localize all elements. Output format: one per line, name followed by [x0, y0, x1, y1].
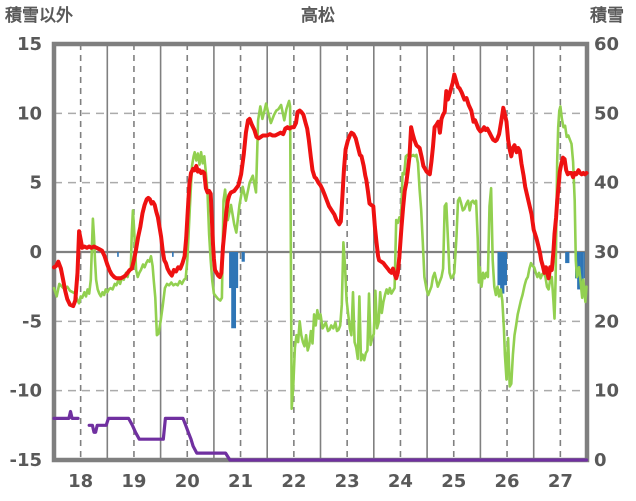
blue-bars-bar — [497, 252, 501, 286]
blue-bars-bar — [580, 252, 584, 283]
y-left-tick-label: -15 — [9, 450, 42, 471]
y-left-tick-label: -10 — [9, 381, 42, 402]
x-tick-label: 26 — [495, 471, 520, 492]
y-left-tick-label: 10 — [17, 103, 42, 124]
y-left-tick-label: 5 — [29, 173, 42, 194]
blue-bars-bar — [503, 252, 508, 286]
y-right-tick-label: 10 — [594, 381, 619, 402]
x-tick-label: 25 — [441, 471, 466, 492]
x-tick-label: 22 — [281, 471, 306, 492]
x-tick-label: 27 — [548, 471, 573, 492]
x-tick-label: 24 — [388, 471, 413, 492]
x-tick-label: 20 — [175, 471, 200, 492]
blue-bars-bar — [172, 252, 174, 257]
y-right-tick-label: 50 — [594, 103, 619, 124]
blue-bars-bar — [565, 252, 570, 264]
blue-bars-bar — [231, 252, 237, 329]
y-right-tick-label: 0 — [594, 450, 607, 471]
y-left-tick-label: -5 — [22, 311, 42, 332]
left-axis-title: 積雪以外 — [5, 6, 73, 26]
green-line — [52, 99, 588, 411]
x-tick-label: 21 — [228, 471, 253, 492]
chart-title: 高松 — [301, 6, 335, 26]
x-tick-label: 18 — [68, 471, 93, 492]
purple-line — [52, 409, 80, 420]
purple-line — [87, 416, 589, 462]
blue-bars-bar — [500, 252, 505, 294]
red-line — [52, 72, 589, 309]
y-right-tick-label: 60 — [594, 34, 619, 55]
x-tick-label: 23 — [335, 471, 360, 492]
y-right-tick-label: 20 — [594, 311, 619, 332]
y-left-tick-label: 15 — [17, 34, 42, 55]
x-tick-label: 19 — [121, 471, 146, 492]
blue-bars-bar — [241, 252, 245, 262]
y-left-tick-label: 0 — [29, 242, 42, 263]
y-right-tick-label: 40 — [594, 173, 619, 194]
right-axis-title: 積雪 — [590, 6, 624, 26]
y-right-tick-label: 30 — [594, 242, 619, 263]
blue-bars-bar — [117, 252, 119, 257]
